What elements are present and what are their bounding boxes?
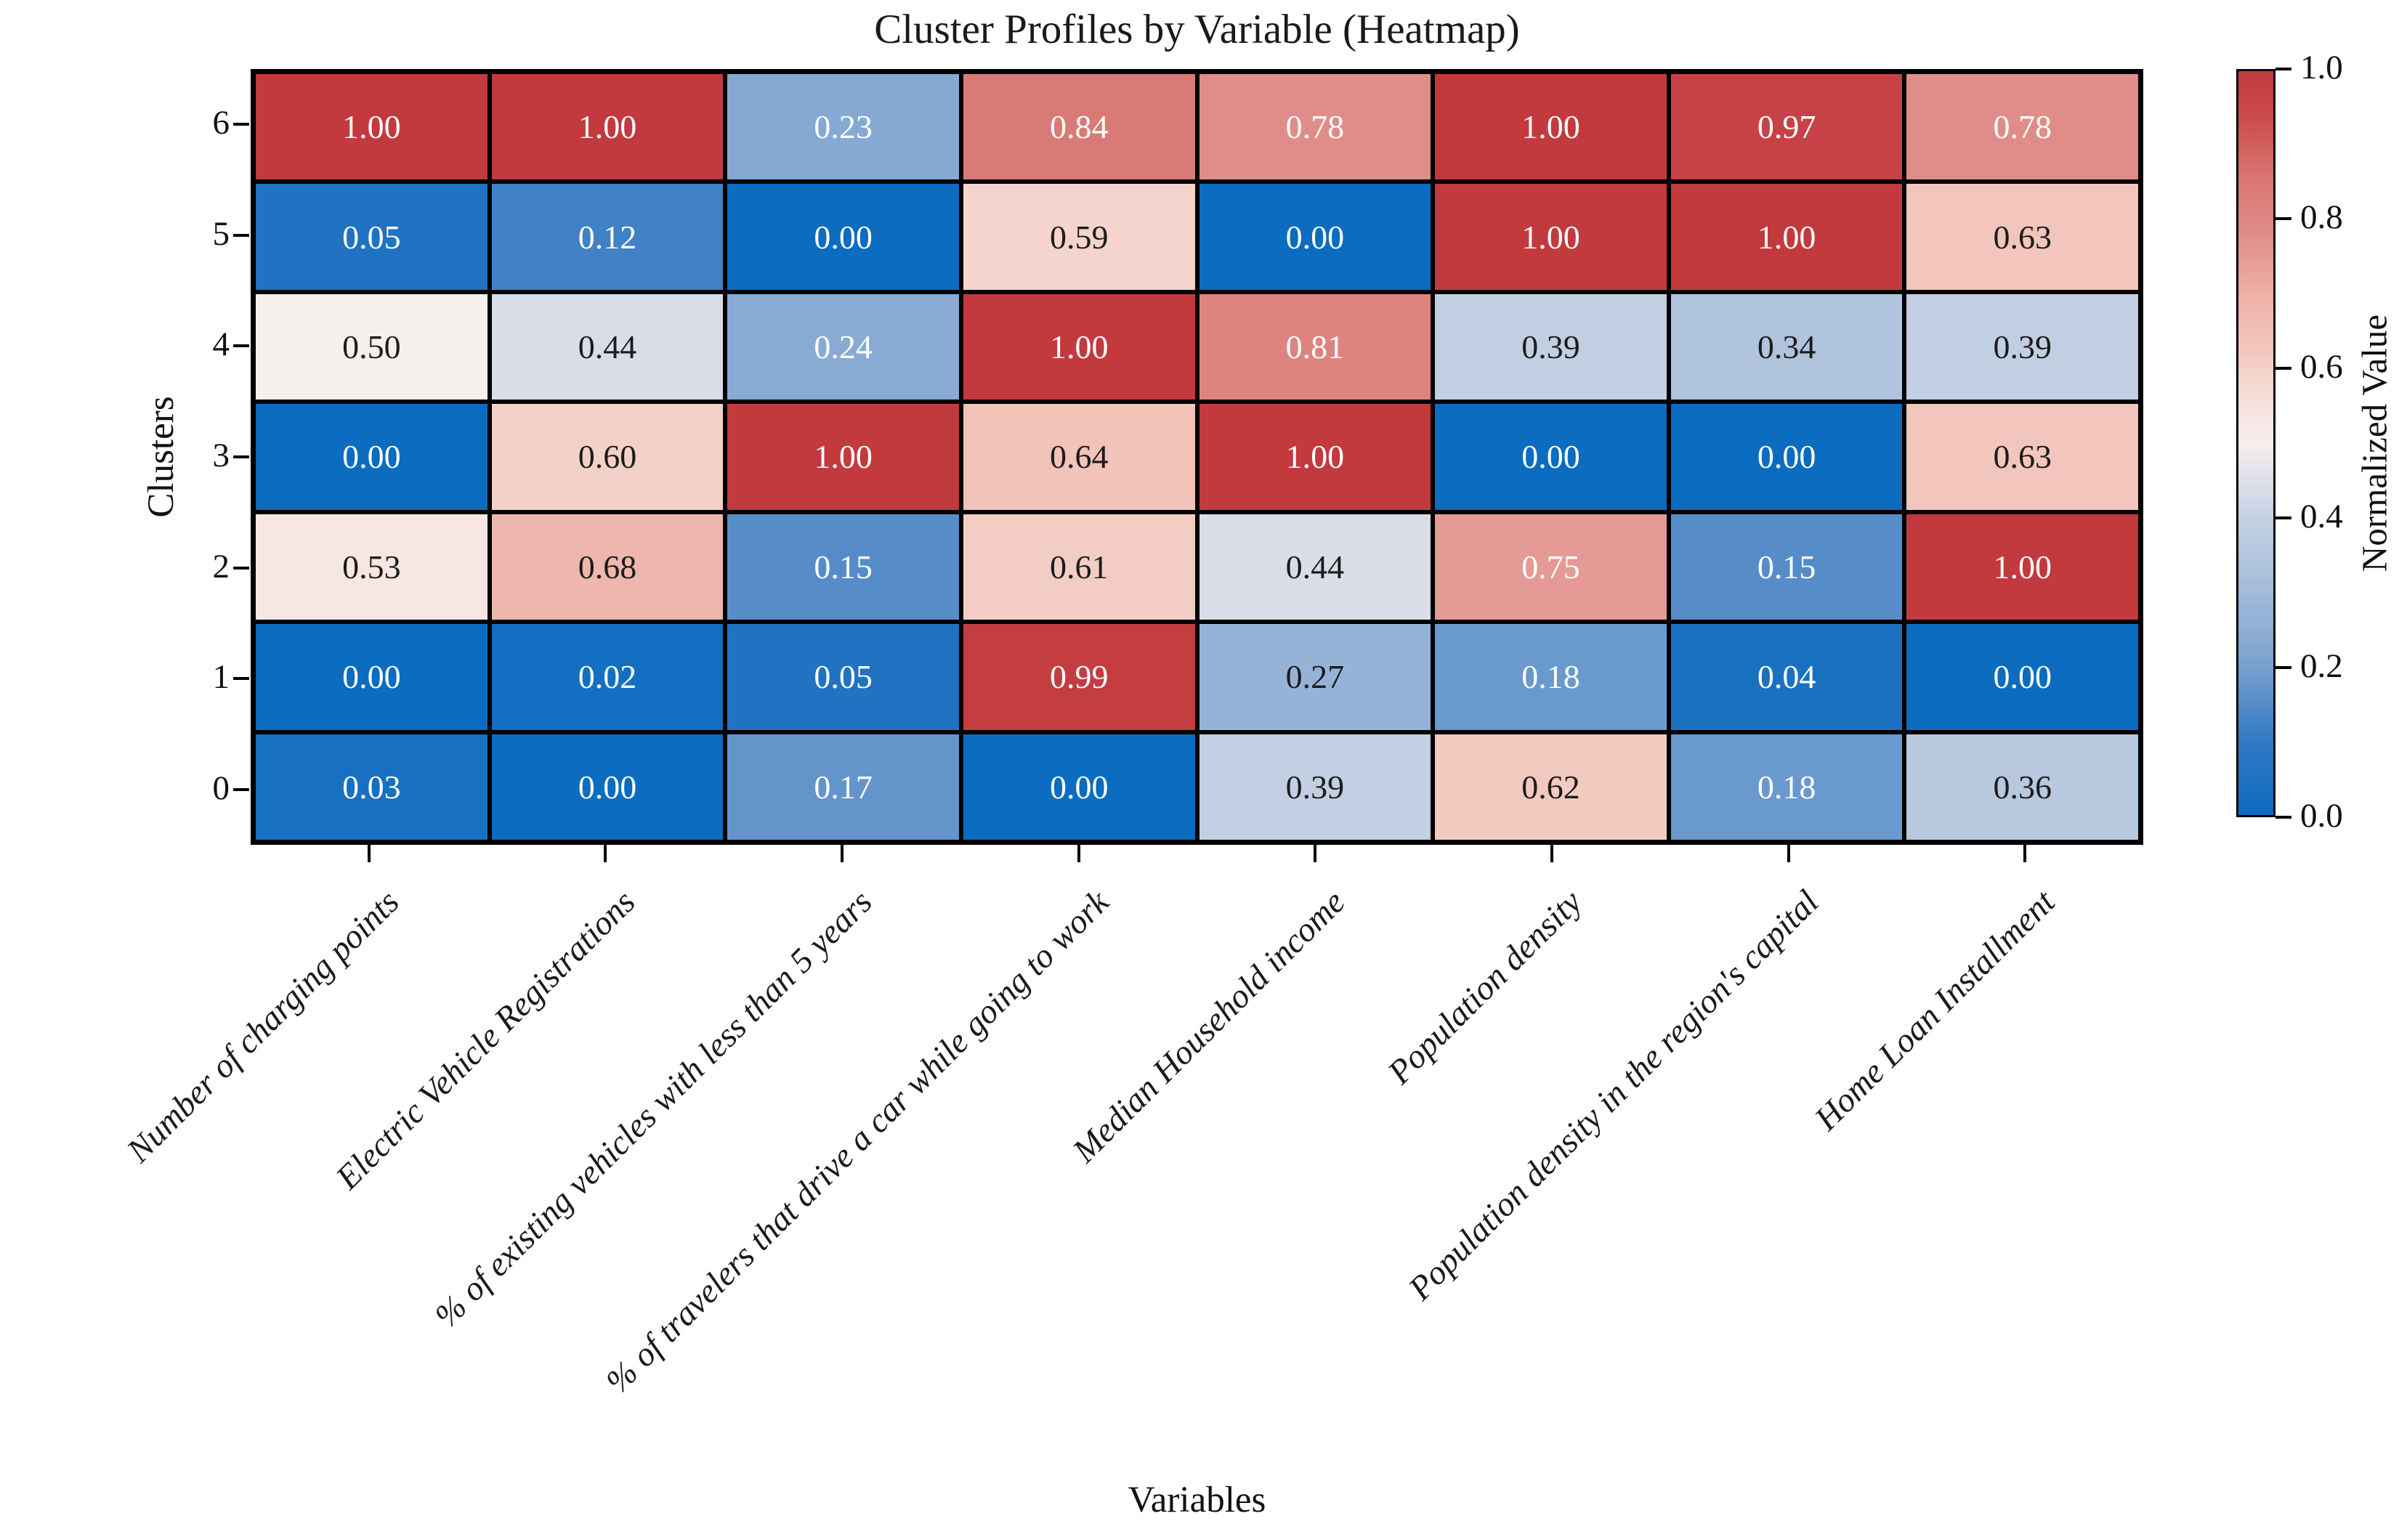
y-axis-label: Clusters [141, 396, 182, 518]
heatmap-cell: 1.00 [960, 291, 1197, 402]
chart-title: Cluster Profiles by Variable (Heatmap) [874, 7, 1520, 52]
heatmap-cell: 0.61 [960, 511, 1197, 623]
x-tick-mark [1314, 845, 1317, 862]
heatmap-cell: 0.44 [489, 291, 726, 402]
y-tick-label: 3 [212, 436, 230, 474]
y-tick-label: 0 [212, 769, 230, 807]
heatmap-cell: 0.00 [1904, 622, 2140, 732]
heatmap-cell: 0.00 [254, 622, 490, 732]
colorbar [2236, 69, 2275, 817]
heatmap-cell: 0.81 [1197, 291, 1433, 402]
colorbar-tick-label: 0.4 [2300, 497, 2343, 535]
heatmap-cell: 1.00 [1904, 511, 2140, 623]
y-tick-mark [233, 455, 249, 458]
heatmap-cell: 0.78 [1904, 72, 2140, 182]
colorbar-tick-mark [2275, 816, 2291, 819]
heatmap-cell: 0.36 [1904, 732, 2140, 842]
heatmap-cell: 0.27 [1197, 622, 1433, 732]
colorbar-tick-label: 0.2 [2300, 647, 2343, 685]
heatmap-cell: 0.62 [1433, 732, 1669, 842]
heatmap-cell: 0.99 [960, 622, 1197, 732]
heatmap-cell: 0.00 [254, 402, 490, 512]
colorbar-tick-mark [2275, 217, 2291, 220]
colorbar-tick-mark [2275, 68, 2291, 70]
heatmap-cell: 1.00 [725, 402, 961, 512]
heatmap-cell: 0.39 [1433, 291, 1669, 402]
colorbar-tick-label: 0.6 [2300, 347, 2343, 386]
x-tick-mark [841, 845, 844, 862]
heatmap-cell: 0.78 [1197, 72, 1433, 182]
heatmap-cell: 0.05 [725, 622, 961, 732]
heatmap-cell: 0.23 [725, 72, 961, 182]
heatmap-cell: 0.34 [1668, 291, 1905, 402]
colorbar-tick-label: 0.0 [2300, 796, 2343, 835]
y-tick-mark [233, 566, 249, 570]
heatmap-cell: 0.39 [1197, 732, 1433, 842]
x-tick-mark [1787, 845, 1790, 862]
heatmap-cell: 0.00 [1197, 182, 1433, 292]
x-axis-label: Variables [1128, 1480, 1266, 1520]
heatmap-cell: 0.24 [725, 291, 961, 402]
heatmap-cell: 0.15 [1668, 511, 1905, 623]
heatmap-cell: 1.00 [1433, 72, 1669, 182]
y-tick-mark [233, 677, 249, 681]
heatmap-cell: 0.53 [254, 511, 490, 623]
heatmap-cell: 0.63 [1904, 402, 2140, 512]
y-tick-mark [233, 344, 249, 348]
y-tick-label: 2 [212, 547, 230, 585]
heatmap-cell: 0.64 [960, 402, 1197, 512]
heatmap-cell: 0.60 [489, 402, 726, 512]
heatmap-cell: 1.00 [1433, 182, 1669, 292]
heatmap-cell: 0.18 [1668, 732, 1905, 842]
heatmap-cell: 0.17 [725, 732, 961, 842]
y-tick-label: 5 [212, 214, 230, 253]
heatmap-cell: 0.15 [725, 511, 961, 623]
heatmap-cell: 0.00 [725, 182, 961, 292]
x-tick-mark [1550, 845, 1553, 862]
y-tick-label: 1 [212, 657, 230, 696]
y-tick-mark [233, 787, 249, 791]
x-tick-mark [2023, 845, 2027, 862]
colorbar-tick-mark [2275, 516, 2291, 519]
y-tick-mark [233, 123, 249, 126]
heatmap-cell: 0.00 [1668, 402, 1905, 512]
colorbar-tick-label: 0.8 [2300, 198, 2343, 236]
heatmap-grid: 1.00 1.00 0.23 0.84 0.78 1.00 0.97 0.78 0.05 0.12… [251, 69, 2143, 845]
heatmap-cell: 0.00 [960, 732, 1197, 842]
heatmap-cell: 0.68 [489, 511, 726, 623]
heatmap-cell: 0.44 [1197, 511, 1433, 623]
heatmap-cell: 0.39 [1904, 291, 2140, 402]
heatmap-cell: 1.00 [1668, 182, 1905, 292]
heatmap-cell: 0.05 [254, 182, 490, 292]
heatmap-cell: 1.00 [489, 72, 726, 182]
heatmap-cell: 0.59 [960, 182, 1197, 292]
x-tick-mark [367, 845, 371, 862]
heatmap-cell: 0.75 [1433, 511, 1669, 623]
heatmap-cell: 0.18 [1433, 622, 1669, 732]
heatmap-cell: 0.63 [1904, 182, 2140, 292]
heatmap-cell: 0.03 [254, 732, 490, 842]
y-tick-label: 6 [212, 104, 230, 142]
heatmap-cell: 1.00 [254, 72, 490, 182]
colorbar-label: Normalized Value [2354, 314, 2395, 572]
heatmap-cell: 0.00 [489, 732, 726, 842]
x-tick-mark [1077, 845, 1080, 862]
heatmap-cell: 0.12 [489, 182, 726, 292]
colorbar-tick-label: 1.0 [2300, 48, 2343, 86]
heatmap-cell: 0.97 [1668, 72, 1905, 182]
heatmap-cell: 0.50 [254, 291, 490, 402]
colorbar-tick-mark [2275, 367, 2291, 370]
heatmap-cell: 0.00 [1433, 402, 1669, 512]
colorbar-tick-mark [2275, 666, 2291, 669]
heatmap-cell: 0.02 [489, 622, 726, 732]
heatmap-cell: 1.00 [1197, 402, 1433, 512]
y-tick-label: 4 [212, 325, 230, 364]
x-tick-mark [604, 845, 607, 862]
heatmap-cell: 0.04 [1668, 622, 1905, 732]
y-tick-mark [233, 233, 249, 237]
heatmap-cell: 0.84 [960, 72, 1197, 182]
